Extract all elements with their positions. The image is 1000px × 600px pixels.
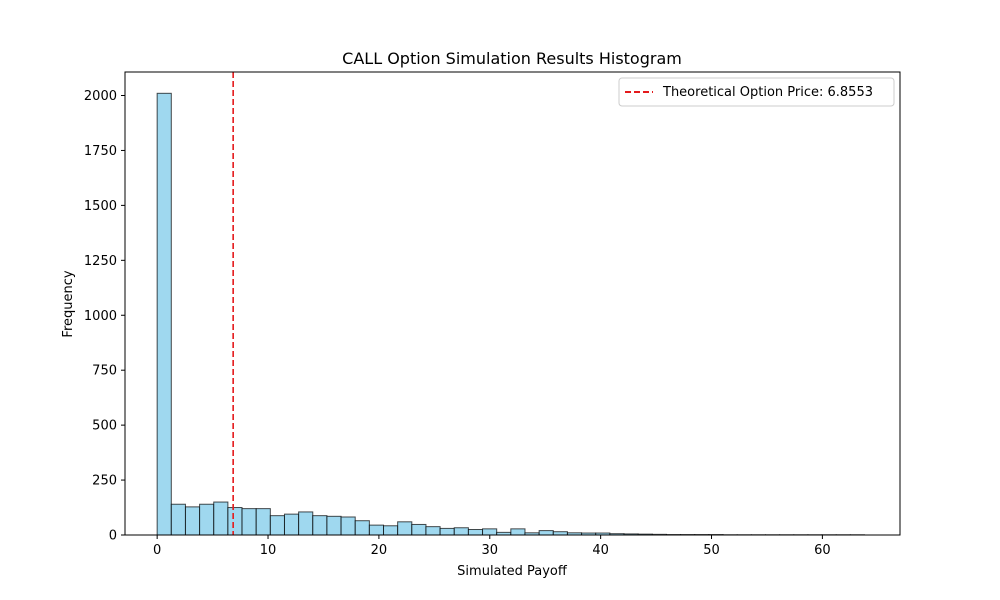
histogram-bar xyxy=(227,507,243,536)
x-axis-label: Simulated Payoff xyxy=(457,564,568,579)
x-tick-label: 50 xyxy=(703,543,720,558)
histogram-bar xyxy=(298,511,314,536)
x-tick-label: 0 xyxy=(153,543,161,558)
histogram-bar xyxy=(439,527,455,536)
plot-area-frame xyxy=(124,71,901,536)
histogram-bar xyxy=(411,523,427,536)
y-tick-label: 1750 xyxy=(84,144,117,159)
histogram-bar xyxy=(340,516,356,536)
histogram-bar xyxy=(283,513,300,536)
histogram-bar xyxy=(425,526,441,536)
histogram-bar xyxy=(199,503,215,536)
y-tick-label: 1500 xyxy=(84,199,117,214)
histogram-bar xyxy=(312,515,328,536)
histogram-bar xyxy=(453,527,469,536)
histogram-bar xyxy=(213,501,229,536)
histogram-bar xyxy=(368,524,385,536)
histogram-bar xyxy=(510,528,526,536)
x-tick-label: 10 xyxy=(260,543,277,558)
y-tick-label: 2000 xyxy=(84,89,117,104)
histogram-bar xyxy=(156,92,172,536)
histogram-bar xyxy=(354,520,370,536)
x-tick-label: 30 xyxy=(481,543,498,558)
histogram-bar xyxy=(383,525,399,536)
y-tick-label: 0 xyxy=(109,529,117,544)
histogram-bar xyxy=(538,530,554,536)
y-axis-label: Frequency xyxy=(61,270,76,337)
x-axis-ticks: 0 10 20 30 40 50 60 xyxy=(153,535,831,558)
x-tick-label: 20 xyxy=(371,543,388,558)
y-tick-label: 1250 xyxy=(84,254,117,269)
legend-box xyxy=(618,77,895,107)
y-tick-label: 250 xyxy=(92,474,117,489)
chart-title: CALL Option Simulation Results Histogram xyxy=(342,49,682,68)
histogram-bar xyxy=(397,521,413,536)
histogram-bar xyxy=(482,528,498,536)
legend: Theoretical Option Price: 6.8553 xyxy=(618,77,895,107)
y-tick-label: 750 xyxy=(92,364,117,379)
y-axis-ticks: 0 250 500 750 1000 1250 1500 1750 2000 xyxy=(84,89,125,544)
histogram-bar xyxy=(326,515,342,536)
histogram-bar xyxy=(241,508,257,536)
y-tick-label: 500 xyxy=(92,419,117,434)
histogram-bar xyxy=(467,529,484,536)
x-tick-label: 40 xyxy=(592,543,609,558)
histogram-bar xyxy=(255,508,271,536)
x-tick-label: 60 xyxy=(814,543,831,558)
histogram-bars xyxy=(156,92,866,536)
histogram-bar xyxy=(269,515,285,536)
legend-label: Theoretical Option Price: 6.8553 xyxy=(662,85,873,100)
histogram-bar xyxy=(184,506,201,536)
histogram-bar xyxy=(170,503,186,536)
y-tick-label: 1000 xyxy=(84,309,117,324)
